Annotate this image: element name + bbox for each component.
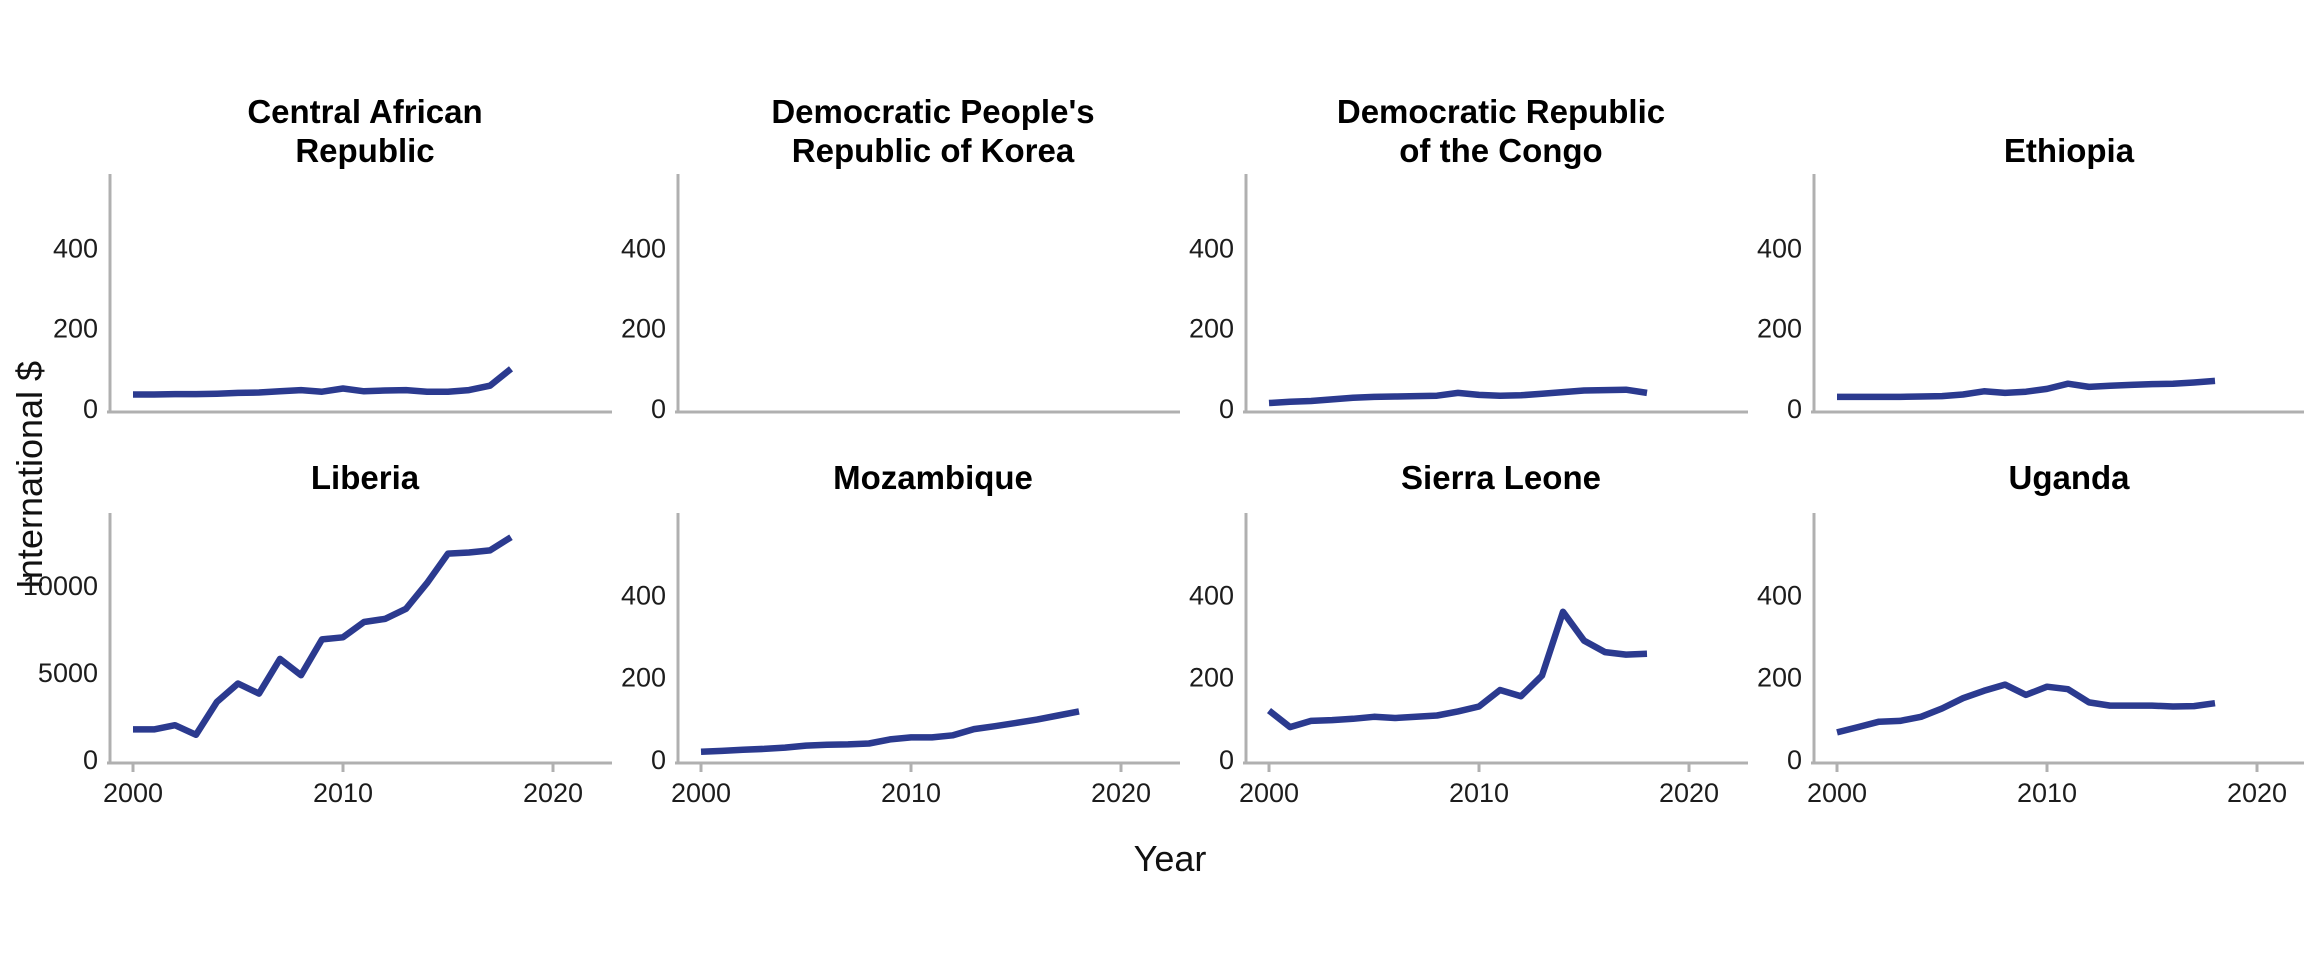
svg-text:2020: 2020	[2227, 778, 2287, 808]
panel-title: Sierra Leone	[1401, 459, 1601, 497]
panel-title: Democratic People's Republic of Korea	[771, 93, 1095, 170]
panel-dpr-korea: Democratic People's Republic of Korea 0 2…	[618, 75, 1188, 424]
svg-text:200: 200	[1757, 663, 1802, 693]
svg-text:2000: 2000	[103, 778, 163, 808]
panel-central-african-republic: Central African Republic 0 200 400	[50, 75, 620, 424]
line-plot: 0 200 400 2000 2010 2020	[621, 513, 1180, 808]
svg-text:0: 0	[651, 745, 666, 775]
svg-text:0: 0	[1219, 745, 1234, 775]
svg-text:2020: 2020	[1091, 778, 1151, 808]
panel-title: Central African Republic	[247, 93, 483, 170]
line-plot: 0 200 400	[1189, 174, 1748, 424]
panel-dr-congo: Democratic Republic of the Congo 0 200 400	[1186, 75, 1756, 424]
svg-text:400: 400	[1189, 580, 1234, 610]
panel-title: Democratic Republic of the Congo	[1336, 93, 1666, 170]
panel-title: Mozambique	[833, 459, 1033, 497]
line-plot: 0 200 400	[1757, 174, 2304, 424]
svg-text:400: 400	[621, 233, 666, 263]
panel-title: Ethiopia	[2003, 132, 2135, 170]
line-plot: 0 5000 10000 2000 2010 2020	[23, 513, 612, 808]
svg-text:2010: 2010	[1449, 778, 1509, 808]
svg-text:0: 0	[1787, 394, 1802, 424]
svg-text:400: 400	[621, 580, 666, 610]
svg-text:200: 200	[621, 663, 666, 693]
svg-text:2020: 2020	[1659, 778, 1719, 808]
svg-text:0: 0	[1787, 745, 1802, 775]
panel-liberia: Liberia 0 5000 10000 2000 2010 2020	[23, 398, 620, 820]
svg-text:2000: 2000	[671, 778, 731, 808]
svg-text:400: 400	[53, 233, 98, 263]
svg-text:5000: 5000	[38, 658, 98, 688]
y-axis-label: International $	[9, 360, 50, 590]
svg-text:0: 0	[1219, 394, 1234, 424]
svg-text:200: 200	[1757, 314, 1802, 344]
line-plot: 0 200 400	[621, 174, 1180, 424]
svg-text:2010: 2010	[881, 778, 941, 808]
svg-text:200: 200	[53, 314, 98, 344]
svg-text:2010: 2010	[2017, 778, 2077, 808]
panel-uganda: Uganda 0 200 400 2000 2010 2020	[1754, 398, 2304, 820]
svg-text:10000: 10000	[23, 571, 98, 601]
line-plot: 0 200 400 2000 2010 2020	[1757, 513, 2304, 808]
svg-text:200: 200	[1189, 663, 1234, 693]
svg-text:400: 400	[1757, 580, 1802, 610]
panel-title: Liberia	[310, 459, 420, 497]
x-axis-label: Year	[1133, 838, 1207, 879]
svg-text:0: 0	[83, 745, 98, 775]
svg-text:200: 200	[621, 314, 666, 344]
svg-text:2000: 2000	[1807, 778, 1867, 808]
svg-text:0: 0	[651, 394, 666, 424]
svg-text:2000: 2000	[1239, 778, 1299, 808]
svg-text:400: 400	[1757, 233, 1802, 263]
panel-mozambique: Mozambique 0 200 400 2000 2010 2020	[618, 398, 1188, 820]
panel-title: Uganda	[2008, 459, 2130, 497]
svg-text:400: 400	[1189, 233, 1234, 263]
svg-text:2020: 2020	[523, 778, 583, 808]
line-plot: 0 200 400	[53, 174, 612, 424]
svg-text:0: 0	[83, 394, 98, 424]
line-plot: 0 200 400 2000 2010 2020	[1189, 513, 1748, 808]
svg-text:2010: 2010	[313, 778, 373, 808]
svg-text:200: 200	[1189, 314, 1234, 344]
panel-ethiopia: Ethiopia 0 200 400	[1754, 75, 2304, 424]
panel-sierra-leone: Sierra Leone 0 200 400 2000 2010 2020	[1186, 398, 1756, 820]
